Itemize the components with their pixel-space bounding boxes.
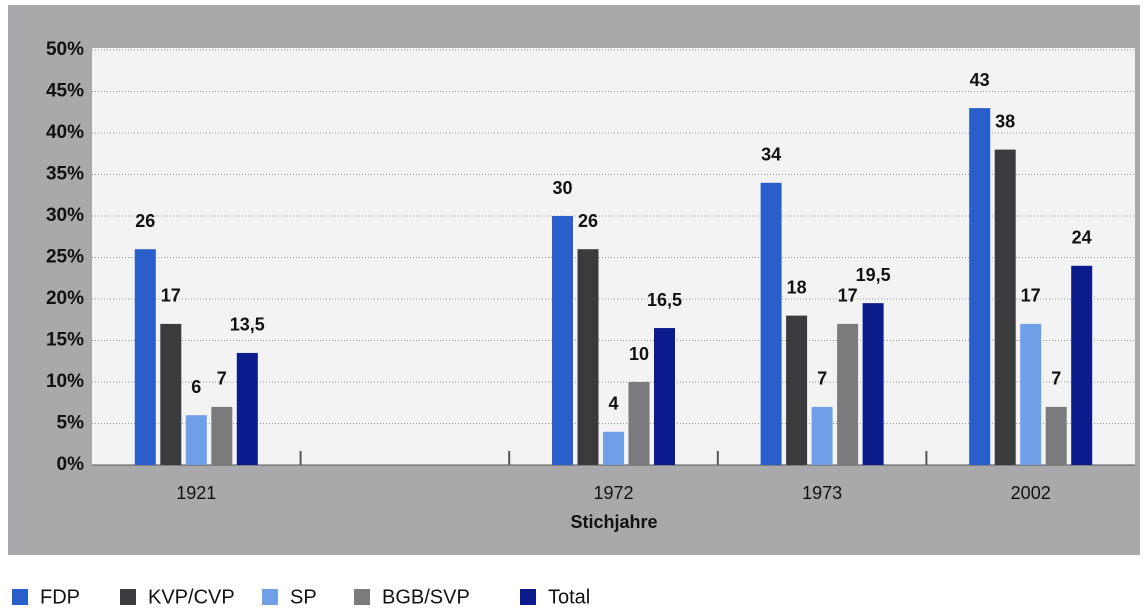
value-label: 7 xyxy=(817,369,827,389)
y-tick-label: 35% xyxy=(46,164,84,185)
legend-swatch xyxy=(120,589,136,605)
legend-label: SP xyxy=(290,586,317,608)
y-tick-label: 10% xyxy=(46,371,84,392)
bar xyxy=(603,431,624,465)
value-label: 17 xyxy=(838,286,858,306)
x-axis-title: Stichjahre xyxy=(570,512,657,532)
y-tick-label: 45% xyxy=(46,81,84,102)
y-tick-label: 20% xyxy=(46,288,84,309)
x-tick-label: 1921 xyxy=(176,483,216,503)
value-label: 19,5 xyxy=(856,265,891,285)
y-tick-label: 5% xyxy=(57,413,85,434)
bar xyxy=(1071,265,1093,465)
y-tick-label: 25% xyxy=(46,247,84,268)
bar xyxy=(862,303,884,465)
bar xyxy=(236,352,258,465)
bar xyxy=(654,328,675,465)
value-label: 18 xyxy=(787,277,807,297)
legend-label: FDP xyxy=(40,586,80,608)
bar xyxy=(1020,323,1042,465)
legend-swatch xyxy=(520,589,536,605)
y-tick-label: 0% xyxy=(57,454,85,475)
value-label: 26 xyxy=(135,211,155,231)
value-label: 26 xyxy=(578,211,598,231)
bar xyxy=(994,149,1016,465)
value-label: 38 xyxy=(995,111,1015,131)
legend-swatch xyxy=(12,589,28,605)
legend-label: KVP/CVP xyxy=(148,586,235,608)
x-tick-label: 1973 xyxy=(802,483,842,503)
bar xyxy=(760,182,782,466)
y-tick-label: 40% xyxy=(46,122,84,143)
bar xyxy=(1045,406,1067,465)
bar xyxy=(160,323,182,465)
y-tick-label: 15% xyxy=(46,330,84,351)
y-tick-label: 50% xyxy=(46,39,84,60)
value-label: 13,5 xyxy=(230,315,265,335)
bar xyxy=(628,382,650,465)
value-label: 17 xyxy=(1021,286,1041,306)
value-label: 6 xyxy=(191,377,201,397)
bar xyxy=(185,415,207,465)
value-label: 16,5 xyxy=(647,290,682,310)
value-label: 17 xyxy=(161,286,181,306)
value-label: 30 xyxy=(552,178,572,198)
value-label: 10 xyxy=(629,344,649,364)
bar xyxy=(211,406,233,465)
legend-label: Total xyxy=(548,586,590,608)
value-label: 34 xyxy=(761,145,781,165)
legend-swatch xyxy=(354,589,370,605)
bar xyxy=(786,315,808,465)
value-label: 7 xyxy=(217,369,227,389)
value-label: 7 xyxy=(1051,369,1061,389)
plot-area xyxy=(92,48,1135,465)
bar xyxy=(969,108,991,465)
value-label: 4 xyxy=(608,394,618,414)
x-tick-label: 1972 xyxy=(593,483,633,503)
bar xyxy=(552,216,573,465)
bar xyxy=(837,323,859,465)
x-tick-label: 2002 xyxy=(1011,483,1051,503)
legend-swatch xyxy=(262,589,278,605)
bar xyxy=(134,249,156,465)
y-tick-label: 30% xyxy=(46,205,84,226)
legend-label: BGB/SVP xyxy=(382,586,470,608)
value-label: 43 xyxy=(970,70,990,90)
bar xyxy=(811,406,833,465)
value-label: 24 xyxy=(1072,228,1092,248)
bar xyxy=(577,249,599,465)
